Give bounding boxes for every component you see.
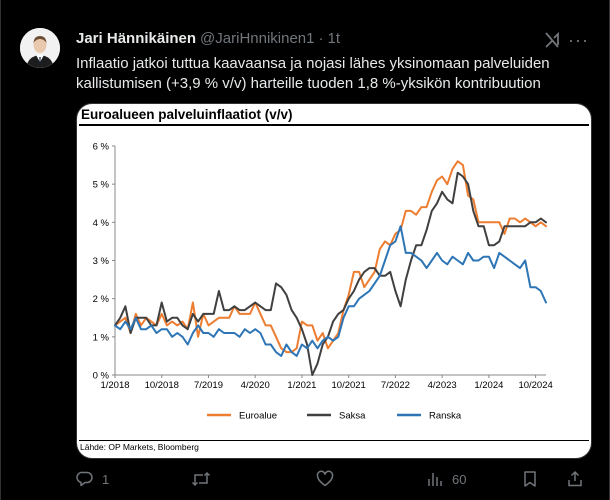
tweet-header: Jari Hännikäinen @JariHnnikinen1 · 1t [76,30,340,47]
series-line-ranska [114,225,547,357]
y-tick-label: 1 % [93,332,110,343]
y-tick-label: 2 % [93,294,110,305]
grok-icon[interactable] [543,31,561,54]
author-name[interactable]: Jari Hännikäinen [76,30,197,47]
line-chart: 0 % 1 % 2 % 3 % 4 % 5 % 6 % 1/2018 10/2018 7/2019… [93,142,553,422]
x-tick-label: 10/2021 [332,380,366,391]
series-line-saksa [114,171,547,376]
heart-icon [316,470,334,487]
y-tick-label: 3 % [93,256,110,267]
source-rule [79,440,589,441]
chart-title: Euroalueen palveluinflaatiot (v/v) [81,107,293,122]
like-button[interactable] [316,470,342,488]
retweet-button[interactable] [191,470,219,488]
author-handle[interactable]: @JariHnnikinen1 [200,30,315,47]
reply-button[interactable]: 1 [76,470,109,488]
y-tick-label: 0 % [93,371,110,382]
y-tick-label: 4 % [93,218,110,229]
legend-label-saksa: Saksa [339,411,366,422]
tweet-media[interactable]: Euroalueen palveluinflaatiot (v/v) 0 % 1 … [76,103,592,459]
bookmark-icon [524,471,536,487]
more-options-icon[interactable]: ··· [568,30,589,50]
x-tick-label: 10/2024 [518,380,552,391]
x-tick-label: 7/2019 [194,380,223,391]
x-tick-label: 10/2018 [145,380,179,391]
x-tick-label: 4/2020 [241,380,270,391]
chart-source: Lähde: OP Markets, Bloomberg [80,442,199,452]
views-button[interactable]: 60 [426,470,466,488]
avatar[interactable] [20,28,60,68]
title-rule [79,124,589,126]
tweet-actions: 1 60 [76,470,596,490]
x-tick-label: 1/2024 [474,380,503,391]
bookmark-button[interactable] [521,470,539,488]
share-icon [568,470,582,487]
separator-dot: · [318,30,324,47]
x-tick-label: 1/2018 [100,380,129,391]
series-line-euroalue [114,160,547,354]
legend-label-ranska: Ranska [429,411,462,422]
share-button[interactable] [566,470,584,488]
y-tick-label: 6 % [93,142,110,153]
avatar-image [20,28,60,68]
retweet-icon [191,471,211,487]
views-count: 60 [452,471,467,487]
y-tick-label: 5 % [93,180,110,191]
legend-label-euroalue: Euroalue [239,411,277,422]
timeline-border-left [0,0,1,500]
reply-count: 1 [102,471,110,487]
x-tick-label: 1/2021 [287,380,316,391]
post-time[interactable]: 1t [327,30,341,47]
x-tick-label: 4/2023 [428,380,457,391]
x-tick-label: 7/2022 [381,380,410,391]
views-icon [428,473,442,486]
tweet-text: Inflaatio jatkoi tuttua kaavaansa ja noj… [76,55,550,92]
reply-icon [76,471,93,487]
chart-card: Euroalueen palveluinflaatiot (v/v) 0 % 1 … [77,104,591,458]
